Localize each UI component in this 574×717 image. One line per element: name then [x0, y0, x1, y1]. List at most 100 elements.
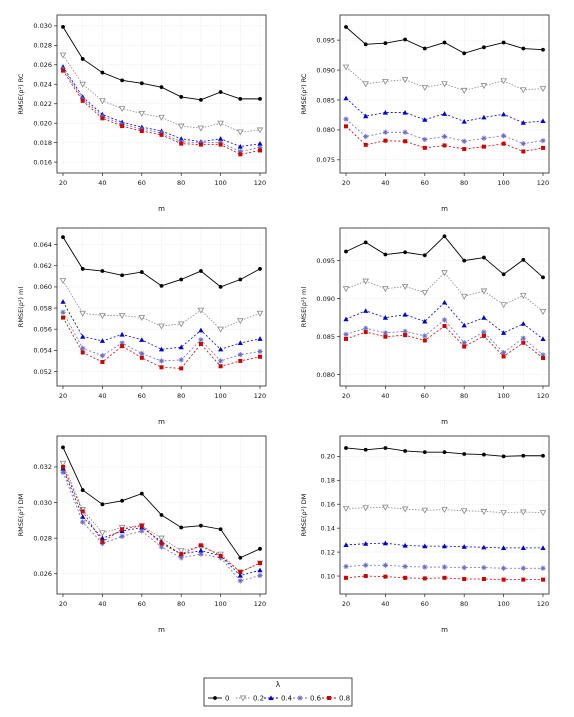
plot-frame: [56, 435, 267, 595]
y-tick-label: 0.14: [321, 524, 335, 532]
data-point: [80, 519, 86, 525]
series-0.4: [60, 299, 263, 352]
y-tick-label: 0.056: [33, 326, 52, 334]
legend-item-0.2: 0.2: [236, 695, 264, 703]
data-point: [422, 543, 428, 549]
data-point: [460, 87, 468, 94]
data-point: [258, 148, 262, 153]
data-point: [401, 506, 409, 513]
x-tick-label: 60: [421, 179, 429, 187]
grid: [340, 15, 549, 173]
data-point: [237, 578, 243, 584]
data-point: [442, 143, 447, 148]
data-point: [520, 565, 526, 571]
data-point: [343, 563, 349, 570]
data-point: [363, 42, 368, 47]
data-point: [238, 358, 243, 363]
data-point: [383, 252, 388, 257]
chart-panel-3: 20 40 60 80 100 120 0.052 0.054 0.056 0.058 0.060 0…: [17, 227, 267, 426]
data-point: [461, 138, 467, 144]
data-point: [258, 96, 262, 101]
legend-marker: [297, 695, 303, 701]
data-point: [80, 488, 85, 492]
data-point: [363, 325, 369, 331]
data-point: [179, 277, 184, 282]
x-tick-label: 80: [177, 179, 185, 187]
data-point: [500, 78, 507, 85]
data-point: [481, 329, 487, 335]
data-point: [481, 577, 486, 582]
series-line: [345, 564, 543, 569]
x-tick-label: 120: [537, 600, 549, 608]
data-point: [177, 548, 185, 555]
data-point: [139, 337, 145, 342]
y-tick-label: 0.090: [316, 295, 335, 303]
data-point: [179, 95, 184, 99]
data-point: [218, 358, 224, 364]
data-point: [382, 315, 388, 320]
data-point: [403, 575, 408, 580]
y-tick-label: 0.026: [33, 570, 52, 578]
data-point: [481, 544, 487, 550]
y-tick-label: 0.064: [33, 241, 52, 249]
series-0.4: [343, 95, 546, 125]
data-point: [198, 327, 204, 333]
x-tick-label: 80: [460, 600, 468, 608]
data-point: [177, 321, 185, 328]
y-tick-label: 0.095: [316, 257, 335, 265]
series-0.2: [342, 504, 547, 517]
data-point: [363, 562, 369, 568]
series-line: [345, 575, 543, 581]
x-tick-label: 20: [59, 600, 67, 608]
data-point: [363, 113, 369, 119]
x-tick-label: 20: [59, 179, 67, 187]
data-point: [79, 81, 86, 88]
data-point: [501, 272, 506, 277]
data-point: [80, 345, 86, 351]
y-axis-label: RMSE(ρ²) DM: [17, 494, 25, 537]
data-point: [520, 120, 526, 125]
data-point: [198, 337, 204, 343]
data-point: [238, 277, 243, 282]
data-point: [363, 574, 368, 579]
data-point: [541, 577, 545, 582]
y-tick-label: 0.018: [33, 139, 52, 147]
x-tick-label: 20: [59, 392, 67, 400]
data-point: [402, 542, 408, 548]
x-tick-label: 120: [254, 600, 266, 608]
data-point: [540, 138, 546, 144]
data-point: [481, 144, 486, 149]
data-point: [218, 364, 223, 369]
data-point: [462, 452, 467, 456]
data-point: [80, 267, 85, 271]
data-point: [120, 344, 125, 349]
data-point: [462, 344, 467, 349]
series-0: [61, 235, 262, 289]
series-0: [61, 445, 262, 560]
data-point: [344, 249, 348, 254]
data-point: [460, 508, 468, 515]
x-tick-label: 100: [497, 179, 509, 187]
data-point: [480, 83, 488, 90]
x-tick-label: 120: [254, 179, 266, 187]
data-point: [120, 527, 125, 532]
data-point: [382, 540, 388, 546]
x-tick-label: 100: [214, 600, 226, 608]
data-point: [403, 250, 407, 255]
x-tick-label: 80: [460, 392, 468, 400]
x-tick-label: 80: [460, 179, 468, 187]
data-point: [422, 253, 427, 258]
data-point: [521, 577, 526, 582]
data-point: [462, 147, 467, 152]
x-tick-label: 100: [497, 392, 509, 400]
x-tick-label: 100: [497, 600, 509, 608]
data-point: [61, 235, 65, 240]
data-point: [198, 548, 204, 553]
data-point: [258, 561, 262, 566]
data-point: [521, 257, 526, 262]
data-point: [139, 355, 144, 360]
y-axis-label: RMSE(ρ²) DM: [300, 494, 308, 537]
series-line: [62, 54, 261, 133]
data-point: [441, 543, 448, 549]
data-point: [382, 504, 389, 511]
